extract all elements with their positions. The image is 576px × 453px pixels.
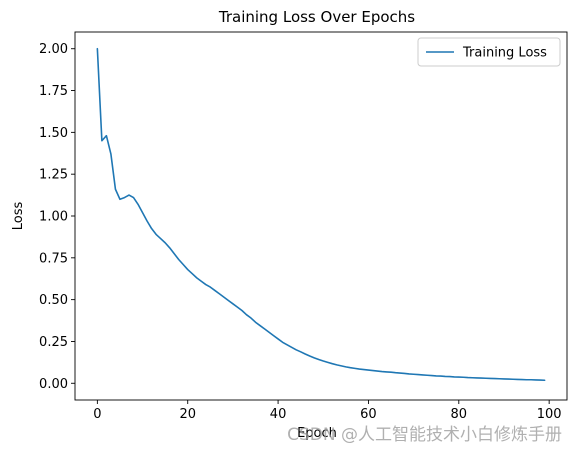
- x-tick-label: 60: [360, 407, 377, 422]
- legend: Training Loss: [417, 37, 561, 67]
- series-layer: [96, 47, 546, 382]
- y-tick-label: 1.75: [39, 84, 68, 99]
- x-tick-label: 40: [270, 407, 287, 422]
- y-tick-label: 1.00: [39, 210, 68, 225]
- x-tick-label: 80: [451, 407, 468, 422]
- y-axis-label: Loss: [11, 202, 26, 231]
- y-tick-label: 0.00: [39, 377, 68, 392]
- x-tick-label: 100: [537, 407, 562, 422]
- legend-label: Training Loss: [462, 46, 547, 61]
- x-axis: 0 20 40 60 80 100: [93, 400, 562, 422]
- chart-title: Training Loss Over Epochs: [218, 8, 415, 26]
- y-tick-label: 1.50: [39, 126, 68, 141]
- y-tick-label: 0.25: [39, 335, 68, 350]
- plot-area: [74, 31, 568, 401]
- y-tick-label: 1.25: [39, 168, 68, 183]
- y-tick-label: 2.00: [39, 42, 68, 57]
- x-tick-label: 20: [179, 407, 196, 422]
- y-tick-label: 0.50: [39, 293, 68, 308]
- watermark: CSDN @人工智能技术小白修炼手册: [287, 425, 562, 445]
- x-tick-label: 0: [93, 407, 101, 422]
- plot-frame: [74, 31, 568, 401]
- x-axis-label: Epoch: [297, 426, 337, 441]
- series-line-training-loss: [96, 47, 546, 382]
- y-axis: 0.00 0.25 0.50 0.75 1.00 1.25 1.50 1.75 2.00: [39, 42, 75, 392]
- y-tick-label: 0.75: [39, 251, 68, 266]
- legend-box: [417, 37, 561, 67]
